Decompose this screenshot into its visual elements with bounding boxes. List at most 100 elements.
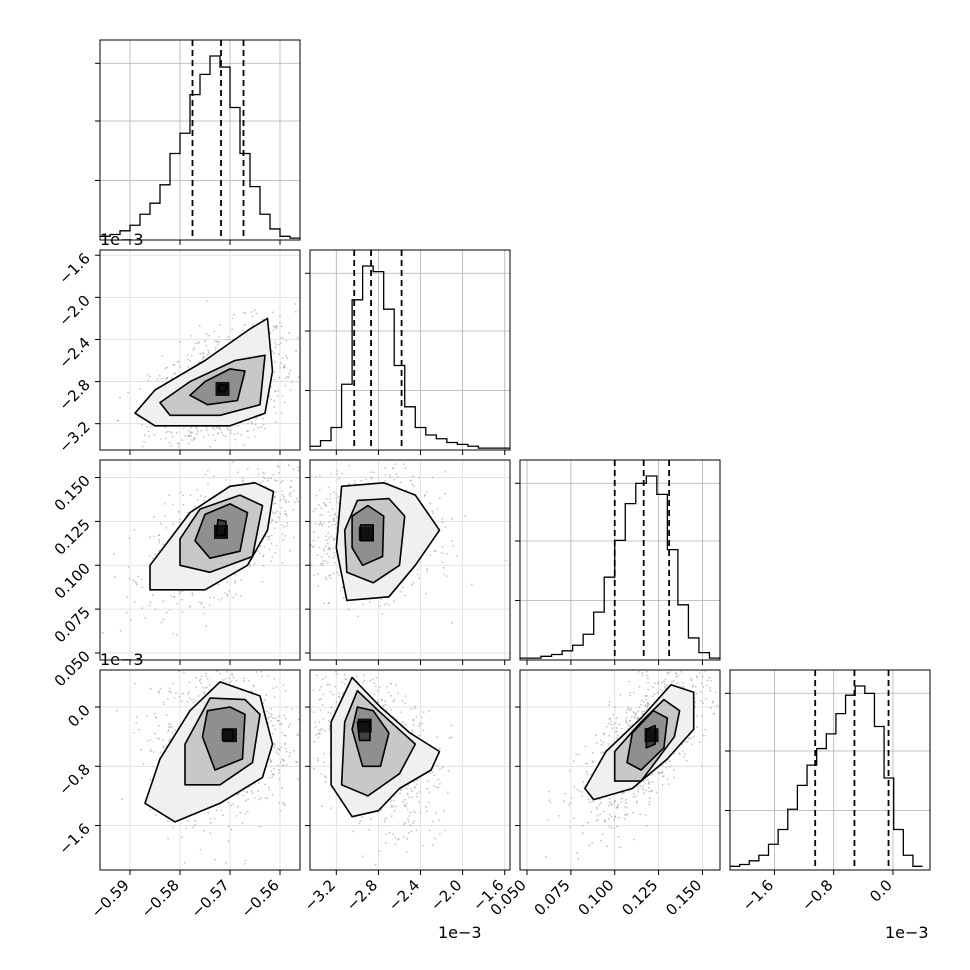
scatter-point	[206, 353, 209, 356]
scatter-point	[195, 677, 197, 679]
scatter-point	[609, 813, 611, 816]
scatter-point	[335, 493, 337, 496]
y-tick-label: −1.6	[55, 820, 93, 858]
scatter-point	[317, 729, 320, 731]
scatter-point	[340, 681, 343, 684]
scatter-point	[198, 324, 201, 327]
scatter-point	[194, 824, 196, 826]
hist2d-1-2-frame	[309, 459, 511, 661]
scatter-point	[655, 791, 658, 794]
scatter-point	[225, 479, 228, 481]
scatter-point	[258, 826, 261, 828]
scatter-point	[141, 423, 143, 426]
scatter-point	[273, 678, 276, 680]
scatter-point	[285, 717, 287, 720]
scatter-point	[288, 373, 290, 375]
scatter-point	[635, 713, 637, 716]
scatter-point	[615, 717, 618, 719]
scatter-point	[422, 711, 425, 713]
scatter-point	[284, 535, 287, 537]
scatter-point	[278, 517, 281, 520]
scatter-point	[148, 435, 151, 438]
scatter-point	[251, 324, 254, 327]
scatter-point	[199, 495, 202, 497]
scatter-point	[387, 691, 390, 694]
scatter-point	[318, 689, 321, 691]
scatter-point	[680, 671, 683, 673]
scatter-point	[251, 792, 254, 795]
scatter-point	[187, 366, 190, 368]
x-tick-label: −2.8	[343, 876, 381, 914]
scatter-point	[243, 311, 245, 314]
scatter-point	[287, 376, 290, 379]
scatter-point	[339, 696, 342, 699]
scatter-point	[329, 501, 331, 504]
contour-line-1	[351, 504, 385, 567]
scatter-point	[416, 792, 419, 795]
scatter-point	[470, 583, 473, 586]
scatter-point	[390, 799, 392, 801]
scatter-point	[278, 472, 281, 474]
scatter-point	[204, 495, 206, 498]
scatter-point	[313, 740, 316, 743]
scatter-point	[264, 535, 267, 538]
scatter-point	[268, 789, 271, 791]
scatter-point	[115, 709, 118, 712]
scatter-point	[324, 545, 327, 548]
scatter-point	[178, 360, 181, 363]
scatter-point	[625, 721, 628, 723]
scatter-point	[404, 723, 407, 726]
scatter-point	[213, 818, 216, 820]
scatter-point	[285, 355, 288, 358]
scatter-point	[178, 670, 181, 673]
scatter-point	[279, 315, 281, 318]
scatter-point	[385, 817, 388, 819]
scatter-point	[283, 366, 286, 369]
scatter-point	[255, 312, 258, 315]
scatter-point	[274, 341, 276, 344]
scatter-point	[610, 720, 613, 723]
scatter-point	[262, 417, 264, 420]
scatter-point	[192, 348, 195, 351]
scatter-point	[265, 694, 268, 696]
scatter-point	[284, 734, 287, 737]
scatter-point	[394, 843, 397, 846]
scatter-point	[285, 514, 288, 517]
scatter-point	[403, 823, 405, 826]
scatter-point	[288, 493, 291, 496]
scatter-point	[188, 697, 191, 700]
scatter-point	[213, 475, 215, 477]
scatter-point	[633, 712, 636, 715]
scatter-point	[277, 764, 279, 767]
contour-line-3	[134, 317, 274, 427]
scatter-point	[247, 436, 250, 439]
scatter-point	[205, 426, 208, 429]
scatter-point	[270, 534, 273, 537]
scatter-point	[204, 687, 207, 689]
scatter-point	[337, 495, 340, 498]
scatter-point	[135, 722, 138, 724]
scatter-point	[260, 426, 263, 428]
scatter-point	[178, 592, 181, 595]
scatter-point	[361, 855, 364, 858]
scatter-point	[177, 445, 180, 448]
scatter-point	[607, 722, 610, 725]
scatter-point	[190, 335, 193, 337]
scatter-point	[413, 781, 416, 783]
y-tick-label: 0.100	[51, 559, 94, 602]
scatter-point	[162, 701, 165, 704]
scatter-point	[227, 825, 230, 828]
scatter-point	[384, 842, 387, 845]
scatter-point	[137, 575, 140, 578]
scatter-point	[232, 461, 235, 464]
scatter-point	[296, 761, 299, 763]
scatter-point	[415, 795, 418, 798]
scatter-point	[202, 357, 204, 360]
scatter-point	[192, 701, 195, 704]
scatter-point	[333, 523, 336, 526]
scatter-point	[368, 828, 371, 831]
scatter-point	[394, 836, 397, 839]
scatter-point	[166, 376, 169, 379]
scatter-point	[404, 805, 407, 808]
scatter-point	[207, 349, 210, 352]
